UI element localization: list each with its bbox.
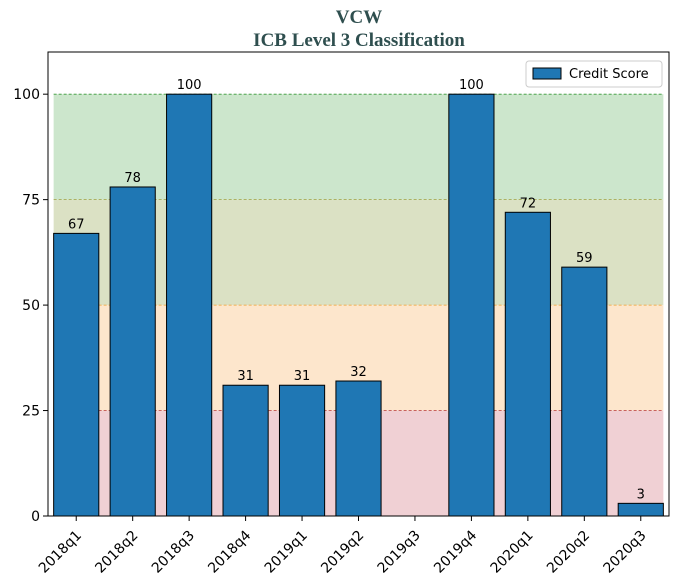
bar-label-2018q4: 31 [237,369,254,384]
x-tick-label-2020q1: 2020q1 [488,528,537,577]
bar-2020q1 [504,211,551,517]
bar-2018q2 [109,186,156,517]
x-tick-label-2018q4: 2018q4 [205,527,254,576]
x-tick-label-2018q2: 2018q2 [92,528,141,577]
x-tick-label-2018q1: 2018q1 [36,528,85,577]
bar-2019q4 [448,93,495,517]
x-tick-label-2019q1: 2019q1 [262,528,311,577]
y-tick-label-75: 75 [22,193,40,209]
bar-label-2019q2: 32 [350,365,367,380]
legend: Credit Score [525,60,663,88]
y-tick-label-25: 25 [22,404,40,420]
legend-label: Credit Score [569,67,649,82]
bar-label-2020q2: 59 [576,251,593,266]
x-tick-label-2020q2: 2020q2 [544,528,593,577]
bar-2018q4 [222,384,269,517]
bar-2019q2 [335,380,382,517]
chart-title: VCW [336,7,382,28]
bar-2018q3 [166,93,213,517]
y-tick-label-100: 100 [13,87,40,103]
x-tick-label-2019q2: 2019q2 [318,528,367,577]
y-tick-label-0: 0 [31,509,40,525]
bar-2020q2 [561,266,608,517]
bar-2020q3 [617,502,664,517]
bar-label-2020q3: 3 [637,487,645,502]
bar-2019q1 [278,384,326,517]
chart-subtitle: ICB Level 3 Classification [253,30,465,51]
bar-2018q1 [53,232,100,517]
x-tick-label-2019q3: 2019q3 [375,528,424,577]
x-tick-label-2020q3: 2020q3 [601,528,650,577]
bar-label-2018q2: 78 [124,171,141,186]
bar-label-2018q3: 100 [177,78,202,93]
band-3 [53,94,664,200]
x-tick-label-2019q4: 2019q4 [431,527,480,576]
bar-label-2019q1: 31 [294,369,311,384]
legend-swatch [532,67,562,80]
bar-label-2020q1: 72 [520,196,537,211]
bar-label-2018q1: 67 [68,217,85,232]
x-tick-label-2018q3: 2018q3 [149,528,198,577]
bar-label-2019q4: 100 [459,78,484,93]
y-tick-label-50: 50 [22,298,40,314]
